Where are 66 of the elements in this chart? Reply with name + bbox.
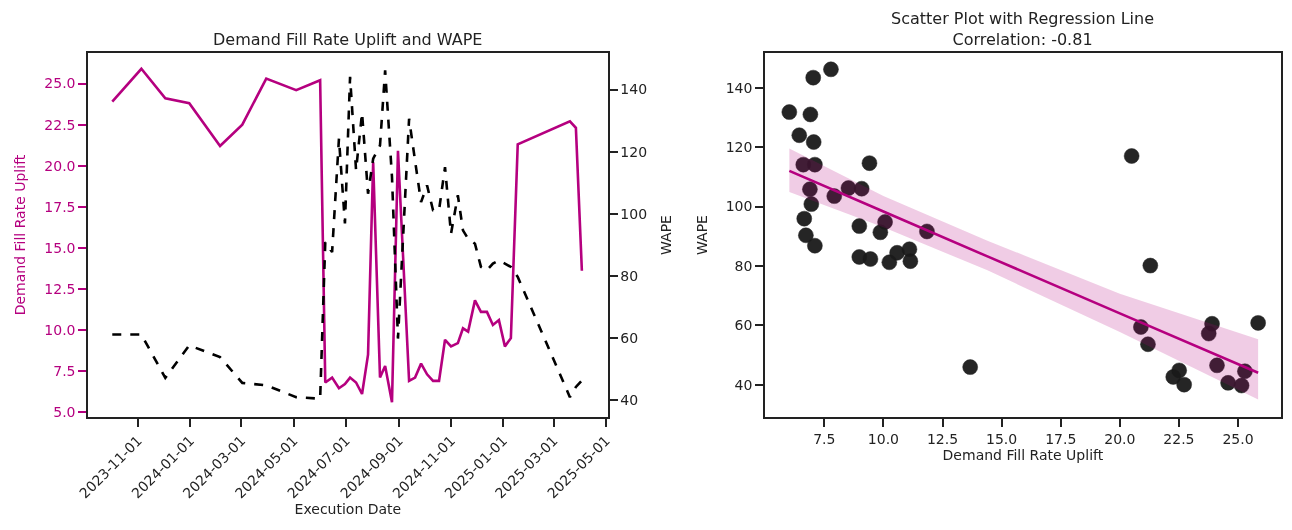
chart-title: Demand Fill Rate Uplift and WAPE xyxy=(213,30,483,49)
point xyxy=(853,180,870,197)
x-tick-label: 7.5 xyxy=(813,430,836,447)
point xyxy=(803,196,820,212)
y2-tick-label: 80 xyxy=(620,267,639,284)
y2-tick-label: 40 xyxy=(620,391,639,408)
y-tick-label: 15.0 xyxy=(44,239,76,256)
x-tick-label: 15.0 xyxy=(986,430,1018,447)
y-tick-label: 20.0 xyxy=(44,157,76,174)
x-tick-label: 12.5 xyxy=(926,430,959,447)
point xyxy=(1233,377,1250,394)
y-axis-title: WAPE xyxy=(693,215,710,255)
y2-tick-label: 60 xyxy=(620,329,639,346)
point xyxy=(1200,325,1217,342)
point xyxy=(862,251,879,267)
x-tick-label: 22.5 xyxy=(1163,430,1195,447)
point xyxy=(1171,362,1187,379)
chart-title: Scatter Plot with Regression Line Correlation: -0.81 xyxy=(891,9,1155,49)
point xyxy=(805,69,821,86)
y-tick-label: 12.5 xyxy=(44,280,76,297)
x-tick-label: 10.0 xyxy=(867,430,900,447)
y-tick-label: 140 xyxy=(725,79,753,96)
point xyxy=(791,127,808,143)
point xyxy=(861,155,878,171)
point xyxy=(807,237,823,254)
point xyxy=(902,253,919,269)
y-tick-label: 5.0 xyxy=(53,403,76,420)
y-tick-label: 22.5 xyxy=(44,116,76,133)
y-tick-label: 60 xyxy=(734,317,753,334)
y-tick-label: 25.0 xyxy=(44,75,76,92)
point xyxy=(1142,257,1159,274)
x-tick-label: 20.0 xyxy=(1104,430,1136,447)
point xyxy=(1140,336,1156,352)
x-tick-label: 17.5 xyxy=(1045,430,1077,447)
y-tick-label: 120 xyxy=(725,139,753,156)
point xyxy=(781,104,798,120)
point xyxy=(802,106,819,123)
x-axis-title: Demand Fill Rate Uplift xyxy=(942,446,1104,463)
point xyxy=(796,210,812,227)
y-tick-label: 7.5 xyxy=(53,362,76,379)
point xyxy=(872,224,889,241)
point xyxy=(798,227,814,244)
point xyxy=(1209,357,1225,374)
y-tick-label: 80 xyxy=(734,257,753,274)
point xyxy=(823,61,839,78)
y2-axis-title: WAPE xyxy=(657,215,674,255)
y2-tick-label: 140 xyxy=(620,81,648,98)
y2-tick-label: 120 xyxy=(620,143,648,160)
y-tick-label: 10.0 xyxy=(44,321,76,338)
y-tick-label: 17.5 xyxy=(44,198,76,215)
line-series xyxy=(788,169,1260,375)
y2-tick-label: 100 xyxy=(620,205,648,222)
y-tick-label: 40 xyxy=(734,376,753,393)
point xyxy=(805,134,822,150)
y-axis-title: Demand Fill Rate Uplift xyxy=(12,154,29,316)
point xyxy=(802,181,818,198)
x-tick-label: 25.0 xyxy=(1222,430,1254,447)
point xyxy=(1250,315,1266,331)
y-tick-label: 100 xyxy=(725,198,753,215)
point xyxy=(1220,375,1236,391)
point xyxy=(962,359,978,375)
point xyxy=(1176,376,1192,393)
point xyxy=(807,156,823,173)
point xyxy=(1123,148,1140,164)
point xyxy=(851,218,868,234)
x-axis-title: Execution Date xyxy=(294,501,402,518)
